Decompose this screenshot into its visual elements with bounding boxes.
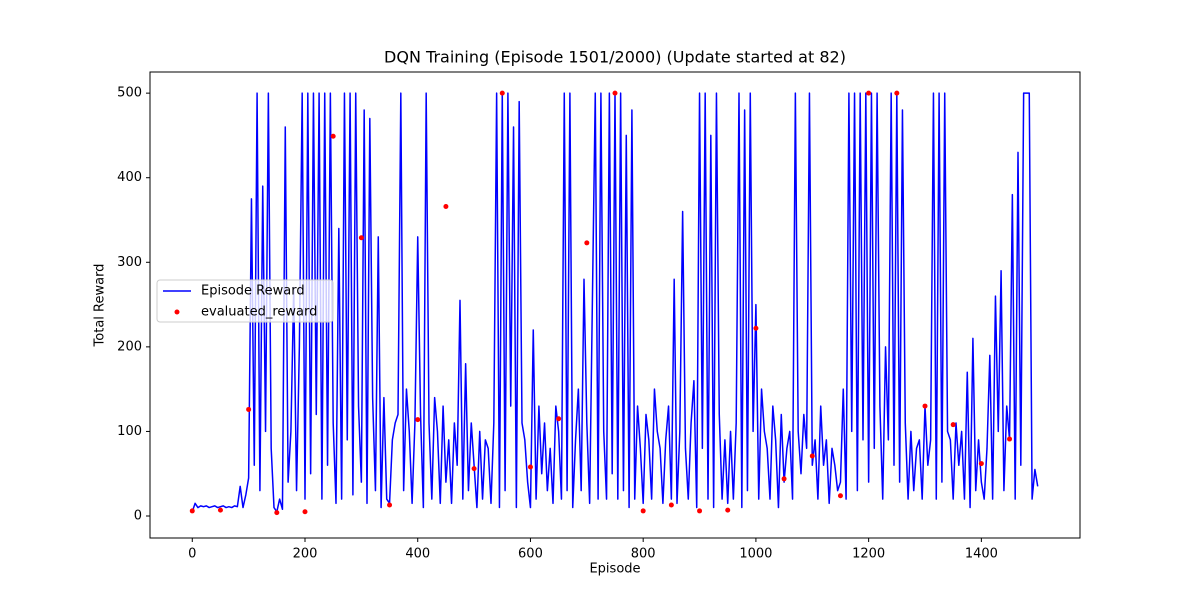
legend-label: Episode Reward <box>201 284 305 299</box>
point <box>668 502 674 508</box>
x-tick-label: 800 <box>631 547 656 562</box>
legend-label: evaluated_reward <box>201 305 317 320</box>
point <box>809 453 815 459</box>
point <box>189 508 195 514</box>
point <box>330 133 336 139</box>
legend-marker <box>174 309 180 315</box>
x-tick-label: 0 <box>188 547 196 562</box>
point <box>922 403 928 409</box>
y-axis-label: Total Reward <box>93 264 108 348</box>
y-tick-label: 0 <box>134 509 142 524</box>
point <box>527 464 533 470</box>
point <box>358 235 364 241</box>
chart-title: DQN Training (Episode 1501/2000) (Update… <box>384 48 846 67</box>
point <box>781 476 787 482</box>
point <box>471 466 477 472</box>
point <box>443 203 449 209</box>
point <box>246 406 252 412</box>
x-tick-label: 1400 <box>965 547 998 562</box>
point <box>556 416 562 422</box>
y-tick-label: 300 <box>117 255 142 270</box>
point <box>697 508 703 514</box>
point <box>499 90 505 96</box>
y-tick-label: 200 <box>117 339 142 354</box>
point <box>387 502 393 508</box>
point <box>894 90 900 96</box>
y-tick-label: 100 <box>117 424 142 439</box>
point <box>1007 436 1013 442</box>
y-tick-label: 500 <box>117 86 142 101</box>
plot-frame <box>149 71 1081 539</box>
point <box>753 325 759 331</box>
point <box>837 493 843 499</box>
point <box>274 510 280 516</box>
point <box>217 507 223 513</box>
x-tick-label: 200 <box>293 547 318 562</box>
x-axis-label: Episode <box>589 562 640 577</box>
legend-box <box>156 279 334 323</box>
point <box>978 461 984 467</box>
point <box>584 240 590 246</box>
x-tick-label: 1200 <box>852 547 885 562</box>
x-tick-label: 600 <box>518 547 543 562</box>
point <box>950 422 956 428</box>
point <box>866 90 872 96</box>
point <box>640 508 646 514</box>
point <box>612 90 618 96</box>
point <box>725 507 731 513</box>
y-tick-label: 400 <box>117 170 142 185</box>
point <box>415 417 421 423</box>
x-tick-label: 1000 <box>739 547 772 562</box>
point <box>302 509 308 515</box>
x-tick-label: 400 <box>405 547 430 562</box>
